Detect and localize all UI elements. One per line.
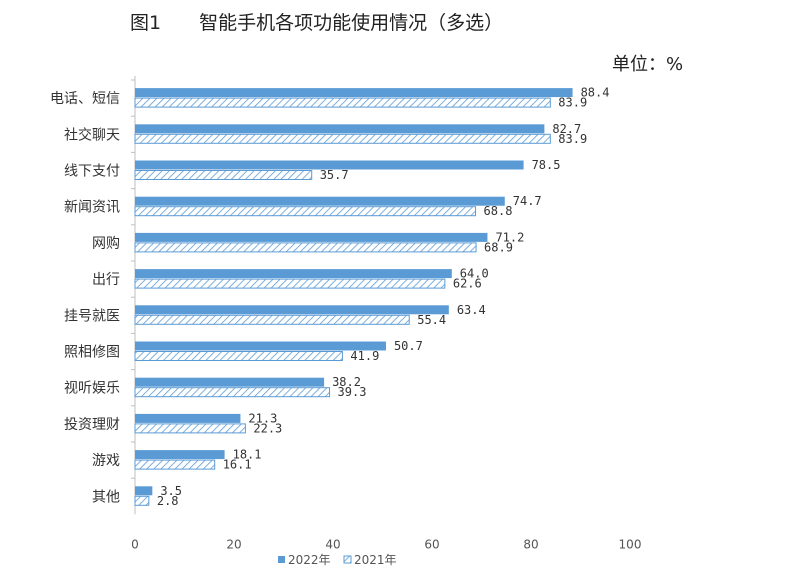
bar-2022 (135, 450, 225, 460)
bar-2021 (134, 242, 477, 253)
data-label: 88.4 (581, 86, 610, 100)
bar-2022 (135, 305, 449, 315)
bar-2022 (135, 232, 488, 242)
data-label: 78.5 (532, 158, 561, 172)
bar-2022 (135, 269, 452, 279)
data-label: 63.4 (457, 303, 486, 317)
bar-2021 (134, 170, 313, 180)
category-label: 挂号就医 (64, 308, 120, 324)
bar-2021 (134, 206, 477, 217)
bar-2021 (134, 314, 410, 325)
x-tick-label: 40 (325, 537, 340, 551)
legend-label: 2022年 (288, 553, 331, 567)
data-label: 68.9 (484, 240, 513, 254)
data-label: 68.8 (484, 204, 513, 218)
bar-2022 (135, 413, 241, 423)
legend-label: 2021年 (354, 553, 397, 567)
bar-2021 (134, 351, 343, 361)
category-label: 照相修图 (64, 345, 120, 361)
data-label: 62.6 (453, 277, 482, 291)
data-label: 21.3 (248, 411, 277, 425)
unit-label: 单位：% (612, 54, 684, 75)
data-label: 35.7 (320, 168, 349, 182)
data-label: 50.7 (394, 339, 423, 353)
bar-2022 (135, 160, 524, 170)
bar-2022 (135, 341, 386, 351)
bar-2022 (135, 196, 505, 206)
bar-2021 (134, 423, 246, 434)
category-label: 投资理财 (64, 417, 120, 433)
legend-swatch-2021 (343, 555, 352, 564)
category-label: 线下支付 (64, 164, 120, 180)
data-label: 3.5 (160, 484, 182, 498)
x-tick-label: 20 (226, 537, 241, 551)
data-label: 41.9 (350, 349, 379, 363)
data-label: 2.8 (157, 494, 179, 508)
data-label: 16.1 (223, 458, 252, 472)
x-tick-label: 0 (131, 537, 139, 551)
data-label: 55.4 (417, 313, 446, 327)
data-label: 71.2 (495, 230, 524, 244)
bar-2021 (134, 459, 216, 470)
bar-2022 (135, 377, 325, 387)
data-label: 83.9 (558, 132, 587, 146)
legend-swatch-2022 (278, 556, 285, 563)
bar-2021 (134, 133, 551, 144)
category-label: 社交聊天 (64, 126, 120, 143)
category-label: 游戏 (92, 453, 120, 469)
bar-2021 (134, 278, 446, 289)
data-label: 64.0 (460, 267, 489, 281)
x-tick-label: 80 (523, 537, 538, 551)
category-label: 其他 (92, 489, 120, 505)
category-label: 网购 (92, 236, 120, 252)
x-tick-label: 100 (619, 537, 642, 551)
chart-title: 图1 智能手机各项功能使用情况（多选） (130, 12, 504, 34)
category-label: 视听娱乐 (64, 381, 120, 397)
bar-2022 (135, 124, 545, 134)
bar-2021 (134, 97, 551, 108)
category-label: 出行 (92, 272, 120, 288)
data-label: 18.1 (233, 448, 262, 462)
data-label: 22.3 (253, 421, 282, 435)
category-label: 新闻资讯 (64, 200, 120, 216)
bar-2021 (134, 387, 331, 398)
bar-2022 (135, 88, 573, 98)
data-label: 74.7 (513, 194, 542, 208)
bar-2022 (135, 486, 153, 496)
bar-2021 (134, 495, 150, 506)
x-tick-label: 60 (424, 537, 439, 551)
data-label: 39.3 (338, 385, 367, 399)
category-label: 电话、短信 (50, 91, 120, 107)
data-label: 82.7 (552, 122, 581, 136)
data-label: 38.2 (332, 375, 361, 389)
data-label: 83.9 (558, 96, 587, 110)
